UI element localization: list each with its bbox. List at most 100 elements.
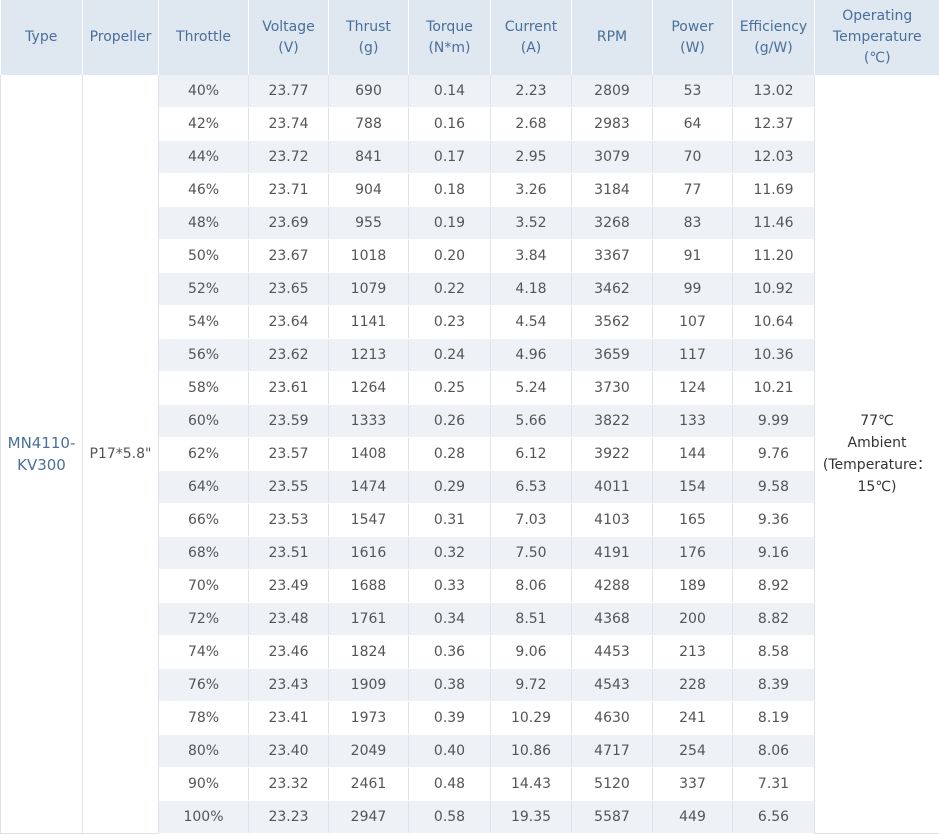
throttle-cell: 76% xyxy=(158,668,249,702)
power-cell: 77 xyxy=(652,173,733,207)
table-body: MN4110- KV300 P17*5.8" 40% 23.77 690 0.14 2.23 2… xyxy=(0,75,939,834)
thrust-cell: 1973 xyxy=(328,701,409,735)
table-row: 46% 23.71 904 0.18 3.26 3184 77 11.69 xyxy=(1,173,939,207)
power-cell: 165 xyxy=(652,503,733,537)
header-row: Type Propeller Throttle Voltage (V) Thrus… xyxy=(0,0,939,75)
power-cell: 99 xyxy=(652,272,733,306)
voltage-cell: 23.64 xyxy=(248,305,329,339)
thrust-cell: 788 xyxy=(328,107,409,141)
current-cell: 8.51 xyxy=(490,602,572,636)
torque-cell: 0.24 xyxy=(408,338,491,372)
current-cell: 7.03 xyxy=(490,503,572,537)
motor-type-line: KV300 xyxy=(17,456,66,474)
rpm-cell: 4103 xyxy=(571,503,653,537)
thrust-cell: 1688 xyxy=(328,569,409,603)
current-cell: 4.54 xyxy=(490,305,572,339)
rpm-cell: 4453 xyxy=(571,635,653,669)
torque-cell: 0.16 xyxy=(408,107,491,141)
torque-cell: 0.40 xyxy=(408,734,491,768)
torque-cell: 0.22 xyxy=(408,272,491,306)
torque-cell: 0.26 xyxy=(408,404,491,438)
efficiency-cell: 10.21 xyxy=(732,371,815,405)
table-row: 100% 23.23 2947 0.58 19.35 5587 449 6.56 xyxy=(1,800,939,834)
table-row: 76% 23.43 1909 0.38 9.72 4543 228 8.39 xyxy=(1,668,939,702)
rpm-cell: 2809 xyxy=(571,75,653,108)
efficiency-cell: 6.56 xyxy=(732,800,815,834)
table-row: 90% 23.32 2461 0.48 14.43 5120 337 7.31 xyxy=(1,767,939,801)
efficiency-cell: 8.92 xyxy=(732,569,815,603)
throttle-cell: 56% xyxy=(158,338,249,372)
torque-cell: 0.17 xyxy=(408,140,491,174)
voltage-cell: 23.69 xyxy=(248,206,329,240)
voltage-cell: 23.59 xyxy=(248,404,329,438)
power-cell: 53 xyxy=(652,75,733,108)
rpm-cell: 2983 xyxy=(571,107,653,141)
temperature-line: (Temperature： xyxy=(822,457,932,473)
table-row: 66% 23.53 1547 0.31 7.03 4103 165 9.36 xyxy=(1,503,939,537)
efficiency-cell: 8.39 xyxy=(732,668,815,702)
power-cell: 144 xyxy=(652,437,733,471)
current-cell: 19.35 xyxy=(490,800,572,834)
table-row: 58% 23.61 1264 0.25 5.24 3730 124 10.21 xyxy=(1,371,939,405)
throttle-cell: 70% xyxy=(158,569,249,603)
efficiency-cell: 9.16 xyxy=(732,536,815,570)
table-row: 48% 23.69 955 0.19 3.52 3268 83 11.46 xyxy=(1,206,939,240)
power-cell: 254 xyxy=(652,734,733,768)
table-row: 62% 23.57 1408 0.28 6.12 3922 144 9.76 xyxy=(1,437,939,471)
current-cell: 9.72 xyxy=(490,668,572,702)
current-cell: 2.68 xyxy=(490,107,572,141)
thrust-cell: 2947 xyxy=(328,800,409,834)
table-row: 44% 23.72 841 0.17 2.95 3079 70 12.03 xyxy=(1,140,939,174)
header-thrust: Thrust (g) xyxy=(328,0,409,75)
current-cell: 5.66 xyxy=(490,404,572,438)
throttle-cell: 60% xyxy=(158,404,249,438)
efficiency-cell: 9.99 xyxy=(732,404,815,438)
power-cell: 154 xyxy=(652,470,733,504)
voltage-cell: 23.57 xyxy=(248,437,329,471)
voltage-cell: 23.72 xyxy=(248,140,329,174)
header-rpm: RPM xyxy=(571,0,653,75)
current-cell: 3.26 xyxy=(490,173,572,207)
torque-cell: 0.23 xyxy=(408,305,491,339)
table-row: 68% 23.51 1616 0.32 7.50 4191 176 9.16 xyxy=(1,536,939,570)
throttle-cell: 58% xyxy=(158,371,249,405)
efficiency-cell: 9.76 xyxy=(732,437,815,471)
propeller-cell: P17*5.8" xyxy=(82,75,159,834)
efficiency-cell: 11.46 xyxy=(732,206,815,240)
throttle-cell: 80% xyxy=(158,734,249,768)
current-cell: 8.06 xyxy=(490,569,572,603)
voltage-cell: 23.46 xyxy=(248,635,329,669)
throttle-cell: 78% xyxy=(158,701,249,735)
header-throttle: Throttle xyxy=(158,0,249,75)
throttle-cell: 90% xyxy=(158,767,249,801)
current-cell: 9.06 xyxy=(490,635,572,669)
current-cell: 7.50 xyxy=(490,536,572,570)
header-torque: Torque (N*m) xyxy=(408,0,491,75)
thrust-cell: 1761 xyxy=(328,602,409,636)
efficiency-cell: 8.58 xyxy=(732,635,815,669)
header-voltage: Voltage (V) xyxy=(248,0,329,75)
torque-cell: 0.38 xyxy=(408,668,491,702)
voltage-cell: 23.74 xyxy=(248,107,329,141)
power-cell: 64 xyxy=(652,107,733,141)
rpm-cell: 3462 xyxy=(571,272,653,306)
power-cell: 91 xyxy=(652,239,733,273)
current-cell: 10.29 xyxy=(490,701,572,735)
power-cell: 200 xyxy=(652,602,733,636)
rpm-cell: 3822 xyxy=(571,404,653,438)
rpm-cell: 3079 xyxy=(571,140,653,174)
current-cell: 2.23 xyxy=(490,75,572,108)
efficiency-cell: 13.02 xyxy=(732,75,815,108)
thrust-cell: 1079 xyxy=(328,272,409,306)
throttle-cell: 62% xyxy=(158,437,249,471)
table-row: 74% 23.46 1824 0.36 9.06 4453 213 8.58 xyxy=(1,635,939,669)
table-row: 80% 23.40 2049 0.40 10.86 4717 254 8.06 xyxy=(1,734,939,768)
torque-cell: 0.29 xyxy=(408,470,491,504)
table-row: 52% 23.65 1079 0.22 4.18 3462 99 10.92 xyxy=(1,272,939,306)
power-cell: 176 xyxy=(652,536,733,570)
torque-cell: 0.18 xyxy=(408,173,491,207)
voltage-cell: 23.40 xyxy=(248,734,329,768)
current-cell: 3.84 xyxy=(490,239,572,273)
rpm-cell: 3659 xyxy=(571,338,653,372)
table-row: 50% 23.67 1018 0.20 3.84 3367 91 11.20 xyxy=(1,239,939,273)
